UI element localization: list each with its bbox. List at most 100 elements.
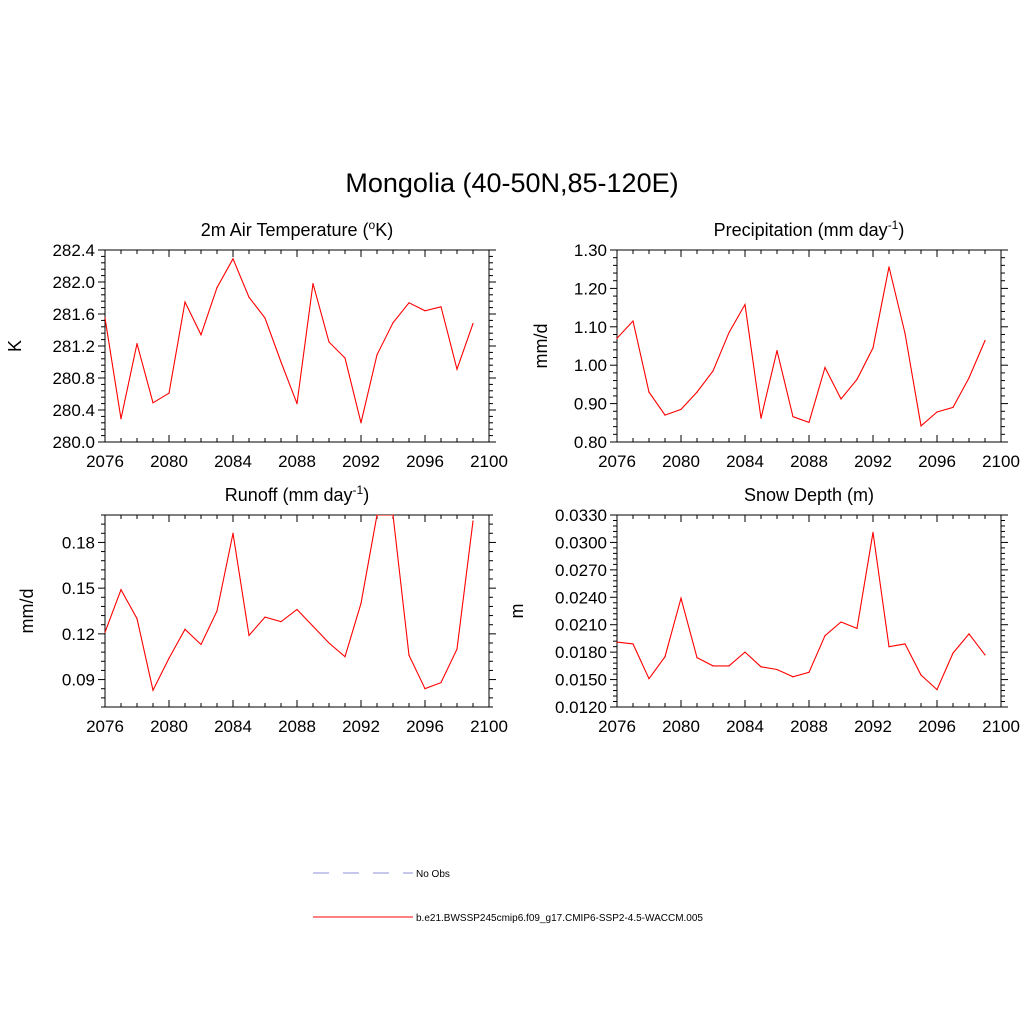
data-point <box>936 411 938 413</box>
x-tick-label: 2088 <box>278 717 316 736</box>
data-point <box>872 347 874 349</box>
chart-panel-4: Snow Depth (m) m 2076 2080 2084 2088 2092 2096 2… <box>507 485 1020 736</box>
data-point <box>936 689 938 691</box>
data-point <box>664 656 666 658</box>
x-tick-label: 2096 <box>406 452 444 471</box>
panel-title-superscript: -1 <box>353 483 364 497</box>
series-line <box>105 257 474 423</box>
plot-frame <box>104 249 490 443</box>
data-point <box>168 657 170 659</box>
data-point <box>904 643 906 645</box>
data-point <box>808 671 810 673</box>
data-point <box>408 654 410 656</box>
data-point <box>792 416 794 418</box>
y-axis-label: m <box>507 604 527 619</box>
data-point <box>648 678 650 680</box>
data-point <box>232 532 234 534</box>
data-point <box>424 688 426 690</box>
data-point <box>472 323 474 325</box>
data-point <box>200 643 202 646</box>
data-point <box>344 357 346 359</box>
data-point <box>888 646 890 648</box>
data-point <box>120 589 122 591</box>
y-tick-label: 1.30 <box>574 241 607 260</box>
x-tick-label: 2084 <box>726 717 764 736</box>
y-tick-label: 0.80 <box>574 433 607 452</box>
data-point <box>712 665 714 667</box>
x-tick-label: 2100 <box>470 452 508 471</box>
panel-title-end: ) <box>898 220 904 240</box>
data-point <box>776 350 778 352</box>
legend-label-no-obs: No Obs <box>416 869 450 880</box>
data-point <box>200 334 202 336</box>
data-point <box>248 296 250 298</box>
data-point <box>248 634 250 636</box>
y-tick-label: 0.12 <box>62 625 95 644</box>
y-tick-label: 0.0270 <box>555 561 607 580</box>
data-point <box>136 343 138 345</box>
data-point <box>456 648 458 650</box>
data-point <box>760 417 762 419</box>
data-point <box>216 610 218 612</box>
y-tick-label: 0.0180 <box>555 643 607 662</box>
panel-title: 2m Air Temperature (oK) <box>201 218 393 240</box>
data-point <box>824 635 826 637</box>
data-point <box>808 421 810 424</box>
plot-frame <box>616 514 1002 708</box>
data-point <box>168 392 170 394</box>
panel-title-main: Snow Depth (m) <box>744 485 874 505</box>
data-point <box>360 602 362 604</box>
data-point <box>376 354 378 356</box>
data-point <box>616 337 618 339</box>
data-point <box>744 303 746 306</box>
data-point <box>312 283 314 285</box>
y-tick-label: 0.15 <box>62 579 95 598</box>
y-tick-label: 0.09 <box>62 671 95 690</box>
legend-label-model: b.e21.BWSSP245cmip6.f09_g17.CMIP6-SSP2-4… <box>416 913 703 924</box>
data-point <box>280 621 282 623</box>
panel-title: Precipitation (mm day-1) <box>714 218 905 240</box>
y-tick-label: 280.0 <box>52 433 95 452</box>
y-axis-label: mm/d <box>17 589 37 634</box>
data-point <box>712 370 714 372</box>
x-tick-label: 2084 <box>726 452 764 471</box>
x-tick-label: 2080 <box>150 717 188 736</box>
data-point <box>840 398 842 400</box>
data-point <box>184 301 186 303</box>
panel-title-end: ) <box>363 485 369 505</box>
data-point <box>120 418 122 420</box>
series-line <box>617 532 986 691</box>
x-tick-label: 2088 <box>790 452 828 471</box>
y-tick-label: 0.0150 <box>555 671 607 690</box>
data-point <box>632 643 634 645</box>
data-point <box>280 361 282 363</box>
x-tick-label: 2092 <box>854 717 892 736</box>
plot-frame <box>104 514 490 708</box>
data-point <box>952 406 954 409</box>
x-tick-label: 2080 <box>150 452 188 471</box>
data-point <box>952 652 954 654</box>
y-axis-label: mm/d <box>531 324 551 369</box>
y-tick-label: 1.00 <box>574 356 607 375</box>
y-tick-label: 0.0240 <box>555 588 607 607</box>
data-point <box>376 514 378 516</box>
y-tick-label: 0.0330 <box>555 506 607 525</box>
panel-title-superscript: o <box>369 218 376 232</box>
data-point <box>696 391 698 393</box>
y-tick-label: 282.4 <box>52 241 95 260</box>
x-tick-label: 2096 <box>918 717 956 736</box>
data-point <box>424 310 426 312</box>
data-point <box>744 651 746 653</box>
data-point <box>664 414 666 416</box>
y-axis-label: K <box>5 340 25 352</box>
data-point <box>296 403 298 405</box>
data-point <box>968 633 970 635</box>
data-point <box>456 368 458 370</box>
data-point <box>440 306 442 308</box>
data-point <box>616 641 618 643</box>
x-tick-label: 2092 <box>854 452 892 471</box>
y-tick-label: 0.0120 <box>555 698 607 717</box>
data-point <box>472 520 474 522</box>
data-point <box>792 676 794 678</box>
x-tick-label: 2076 <box>86 717 124 736</box>
